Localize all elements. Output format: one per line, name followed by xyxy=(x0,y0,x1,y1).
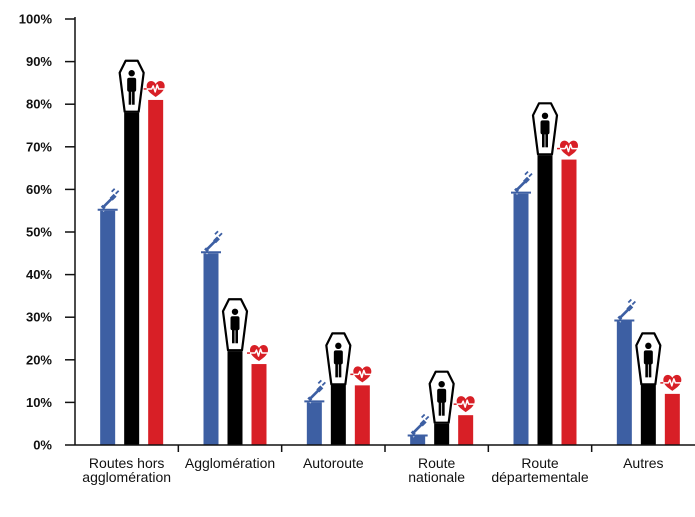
y-tick-label: 40% xyxy=(26,267,52,282)
crashed-car-icon xyxy=(407,413,430,438)
bar-3 xyxy=(664,393,680,445)
bar-3 xyxy=(561,159,577,445)
x-tick-label: Route xyxy=(521,455,559,471)
x-tick-label: Routes hors xyxy=(89,455,164,471)
heart-pulse-icon xyxy=(557,140,580,157)
coffin-icon xyxy=(531,102,559,156)
bar-1 xyxy=(203,253,219,445)
bar-3 xyxy=(458,415,474,445)
coffin-icon xyxy=(118,59,145,113)
bar-2 xyxy=(434,423,450,445)
bar-3 xyxy=(148,99,164,445)
y-tick-label: 20% xyxy=(26,352,52,367)
y-tick-label: 50% xyxy=(26,225,52,240)
crashed-car-icon xyxy=(511,171,533,195)
bar-2 xyxy=(124,112,140,445)
bar-1 xyxy=(100,210,116,445)
x-tick-label: agglomération xyxy=(82,469,171,485)
x-tick-label: Agglomération xyxy=(185,455,275,471)
coffin-icon xyxy=(635,332,662,386)
y-tick-label: 0% xyxy=(33,438,52,453)
x-tick-label: nationale xyxy=(408,469,465,485)
y-tick-label: 80% xyxy=(26,97,52,112)
y-tick-label: 30% xyxy=(26,310,52,325)
y-tick-label: 90% xyxy=(26,54,52,69)
bar-1 xyxy=(306,402,322,445)
bar-3 xyxy=(354,385,370,445)
y-axis: 0% 10% 20% 30% 40% 50% 60% 70% 80% 90% 100% xyxy=(19,12,76,453)
bar-icons xyxy=(97,59,684,438)
coffin-icon xyxy=(325,332,352,386)
x-tick-label: Autoroute xyxy=(303,455,364,471)
heart-pulse-icon xyxy=(350,366,374,383)
bar-2 xyxy=(227,351,243,445)
bar-1 xyxy=(410,436,426,445)
y-tick-label: 100% xyxy=(19,12,53,27)
crashed-car-icon xyxy=(614,298,636,323)
heart-pulse-icon xyxy=(453,396,477,413)
crashed-car-icon xyxy=(97,188,120,212)
bars xyxy=(100,99,680,445)
y-tick-label: 60% xyxy=(26,182,52,197)
coffin-icon xyxy=(428,370,455,424)
heart-pulse-icon xyxy=(247,345,270,362)
x-tick-label: Autres xyxy=(623,455,663,471)
bar-2 xyxy=(330,385,346,445)
x-tick-label: départementale xyxy=(491,469,589,485)
bar-1 xyxy=(616,321,632,445)
coffin-icon xyxy=(221,298,249,352)
bar-1 xyxy=(513,193,529,445)
crashed-car-icon xyxy=(201,230,223,255)
bar-3 xyxy=(251,364,267,445)
bar-2 xyxy=(640,385,656,445)
y-tick-label: 70% xyxy=(26,139,52,154)
bar-2 xyxy=(537,155,553,445)
heart-pulse-icon xyxy=(660,374,684,391)
y-tick-label: 10% xyxy=(26,395,52,410)
x-tick-label: Route xyxy=(418,455,456,471)
crashed-car-icon xyxy=(304,379,326,404)
heart-pulse-icon xyxy=(143,80,167,97)
